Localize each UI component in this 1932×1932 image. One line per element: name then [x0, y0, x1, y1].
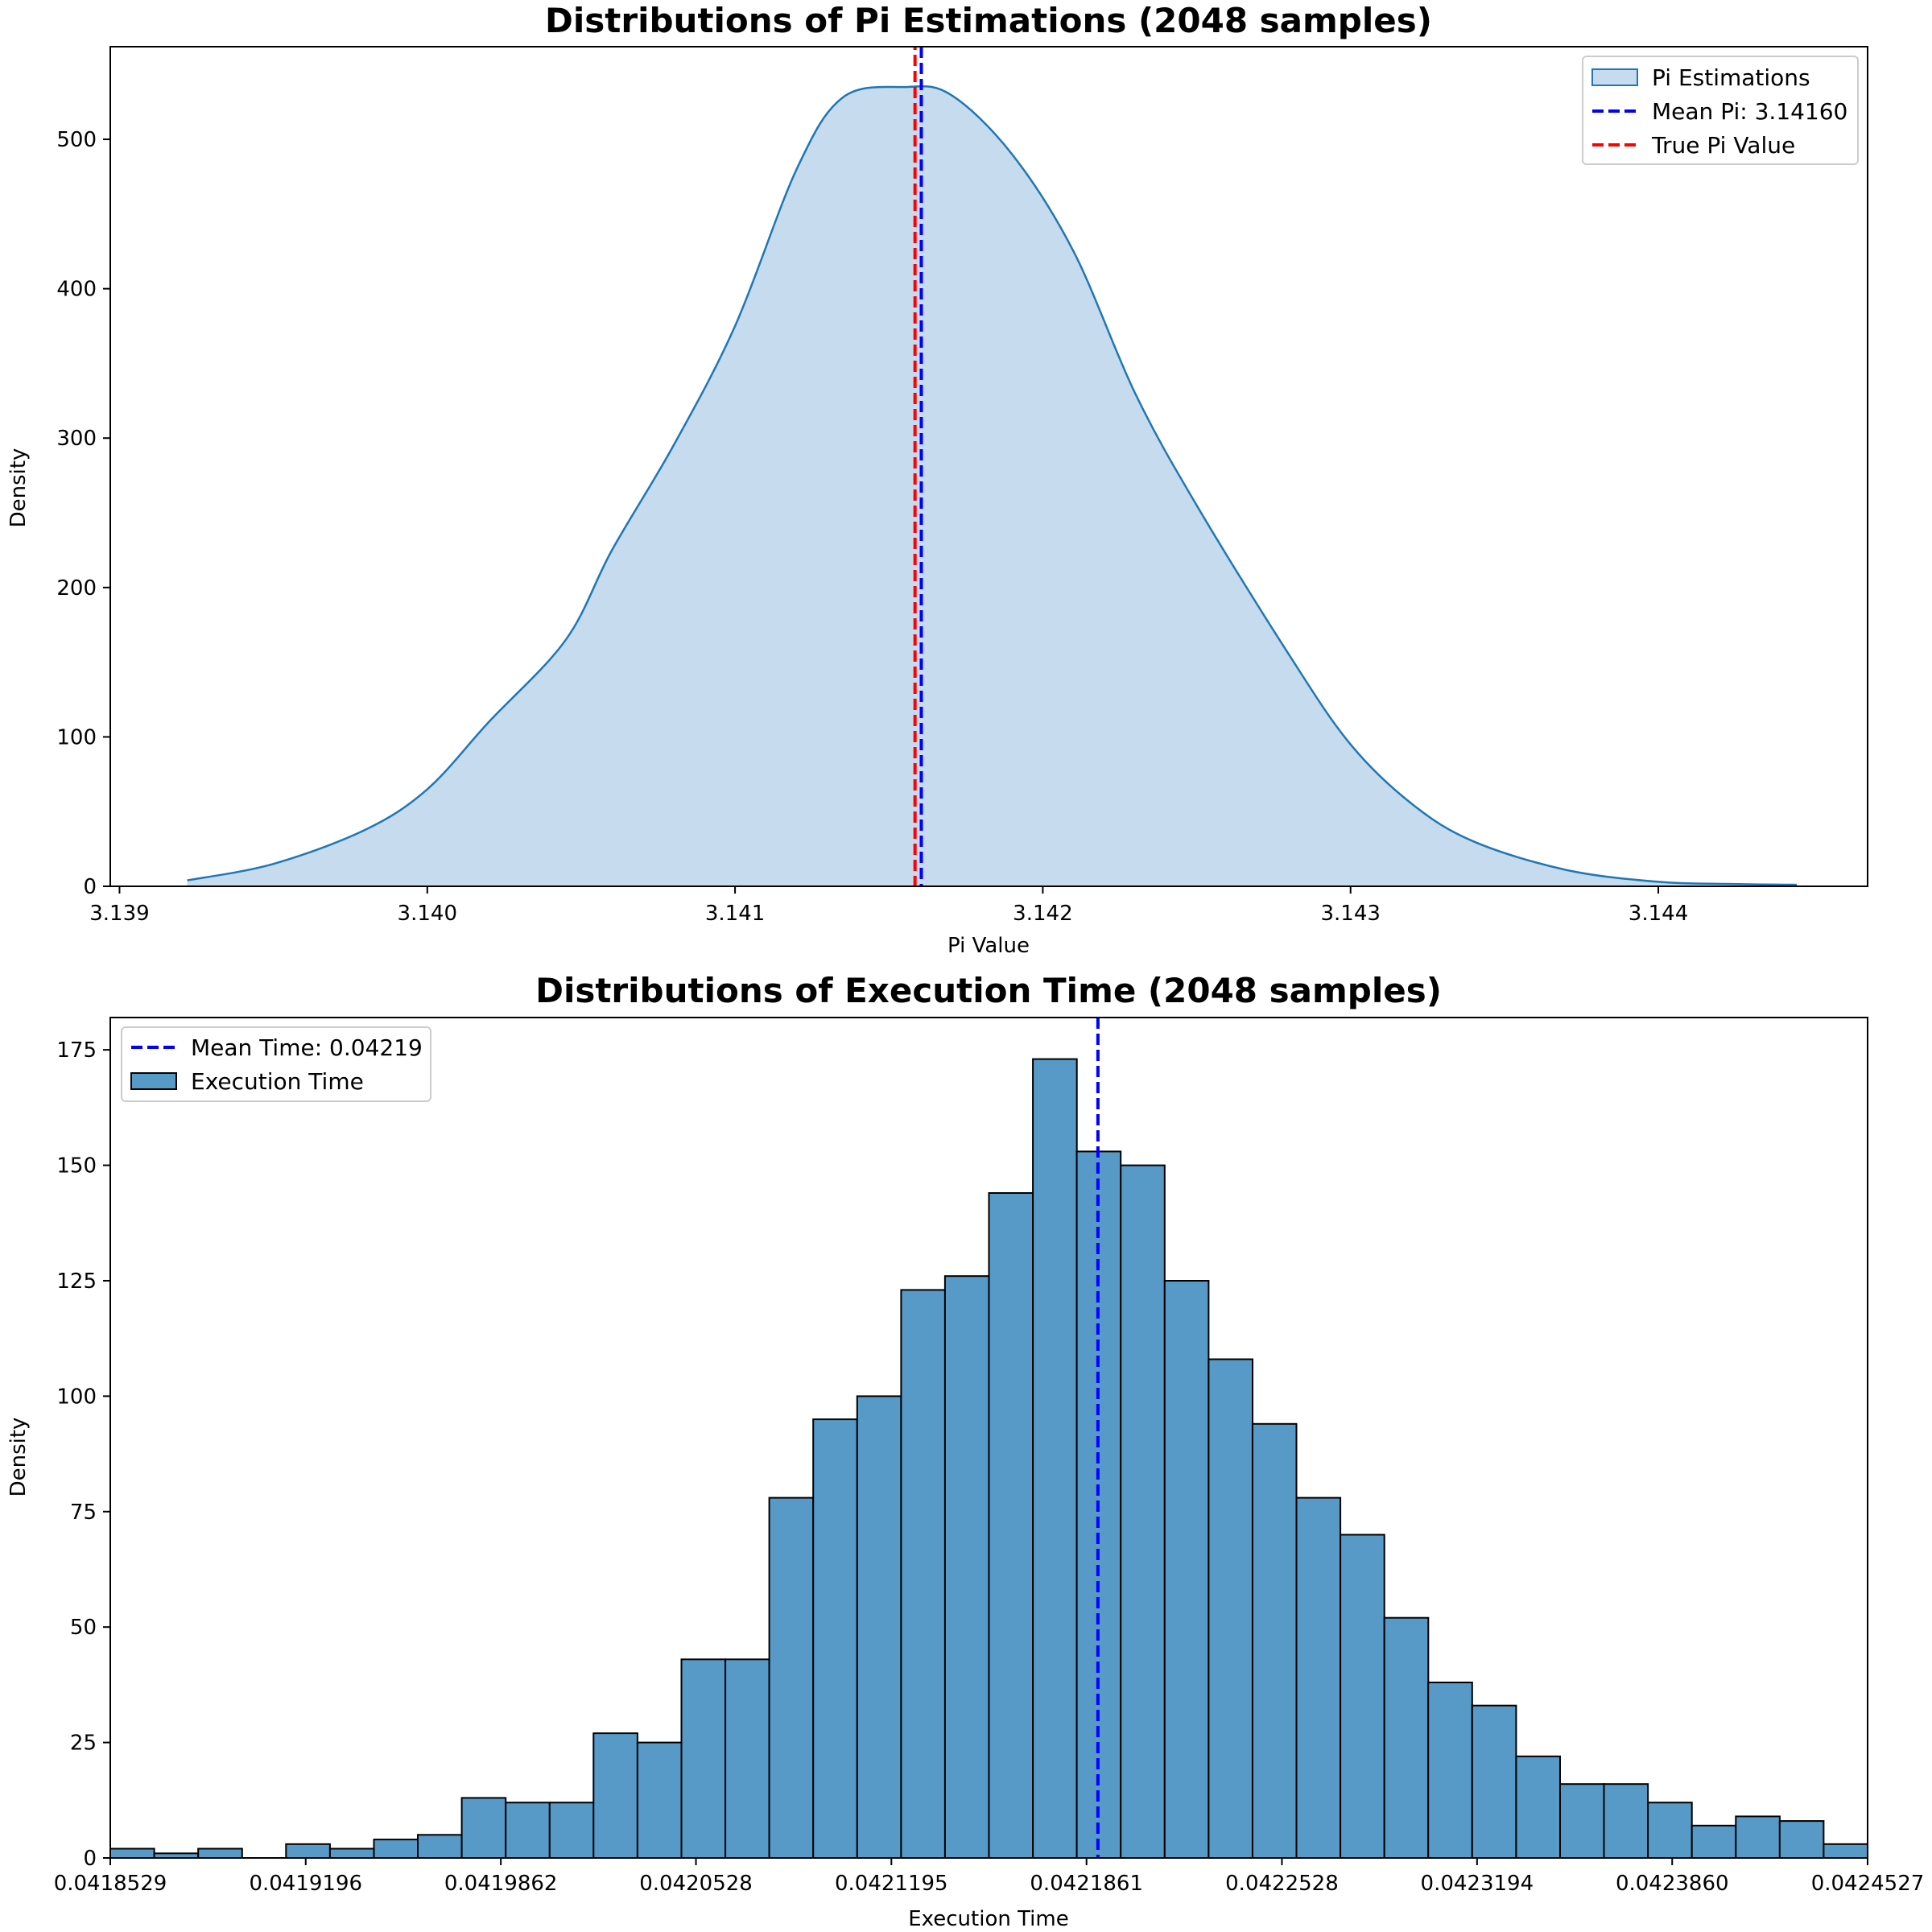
histogram-bar — [109, 1847, 155, 1859]
histogram-bars — [109, 1058, 1868, 1860]
histogram-bar — [1690, 1824, 1737, 1860]
histogram-bar — [1163, 1280, 1210, 1859]
histogram-bar — [328, 1847, 375, 1859]
chart2-xtick-label: 0.0420528 — [639, 1872, 753, 1896]
histogram-bar — [1120, 1164, 1166, 1859]
chart2-ytick-label: 125 — [56, 1269, 97, 1294]
chart1-xtick-label: 3.139 — [89, 902, 149, 926]
histogram-bar — [812, 1418, 858, 1859]
histogram-bar — [1208, 1358, 1254, 1859]
chart2-ytick-label: 150 — [56, 1154, 97, 1179]
chart2-legend-swatch-patch — [130, 1072, 177, 1090]
chart2-title: Distributions of Execution Time (2048 sa… — [535, 971, 1442, 1010]
chart2-axes-frame — [109, 1017, 1868, 1859]
chart2-xtick-label: 0.0419862 — [444, 1872, 558, 1896]
chart1-xtick-label: 3.142 — [1013, 902, 1072, 926]
chart1-title: Distributions of Pi Estimations (2048 sa… — [545, 1, 1432, 40]
chart1-legend-label: True Pi Value — [1651, 132, 1795, 159]
chart2-xtick-label: 0.0423194 — [1421, 1872, 1534, 1896]
chart2-ytick-label: 100 — [56, 1385, 97, 1409]
chart1-ytick-label: 200 — [56, 576, 97, 601]
histogram-bar — [1295, 1496, 1342, 1859]
chart2-xtick-label: 0.0422528 — [1225, 1872, 1339, 1896]
chart2-xtick-label: 0.0418529 — [54, 1872, 167, 1896]
chart2-ytick-label: 50 — [70, 1616, 97, 1640]
chart1-xtick-label: 3.140 — [398, 902, 457, 926]
histogram-bar — [768, 1496, 815, 1859]
chart1-legend-label: Pi Estimations — [1652, 64, 1810, 91]
chart2-xtick-label: 0.0423860 — [1616, 1872, 1729, 1896]
histogram-bar — [373, 1839, 419, 1860]
chart2-xtick-label: 0.0424527 — [1811, 1872, 1925, 1896]
chart2-ytick-label: 0 — [83, 1847, 97, 1871]
chart2-ytick-label: 25 — [70, 1732, 97, 1756]
histogram-bar — [592, 1732, 638, 1860]
histogram-bar — [460, 1797, 507, 1859]
histogram-bar — [285, 1843, 331, 1860]
histogram-bar — [680, 1658, 727, 1860]
chart1-ylabel: Density — [6, 448, 31, 528]
histogram-bar — [943, 1275, 990, 1859]
histogram-bar — [1559, 1783, 1605, 1859]
pi-estimations-chart: Distributions of Pi Estimations (2048 sa… — [6, 1, 1868, 958]
chart1-ytick-label: 500 — [56, 128, 97, 152]
histogram-bar — [1383, 1616, 1430, 1859]
histogram-bar — [197, 1847, 243, 1859]
chart2-legend-box — [121, 1026, 431, 1102]
chart2-xtick-label: 0.0421195 — [835, 1872, 948, 1896]
chart1-xlabel: Pi Value — [947, 934, 1030, 958]
histogram-bar — [1735, 1815, 1781, 1859]
chart2-legend-label: Execution Time — [191, 1068, 364, 1095]
histogram-bar — [988, 1192, 1034, 1859]
chart1-legend: Pi Estimations Mean Pi: 3.14160 True Pi Va… — [1582, 56, 1859, 165]
chart1-ytick-label: 300 — [56, 427, 97, 451]
chart2-ytick-label: 75 — [70, 1501, 97, 1525]
histogram-bar — [1251, 1422, 1298, 1860]
chart2-xtick-label: 0.0421861 — [1030, 1872, 1143, 1896]
chart1-xtick-label: 3.144 — [1629, 902, 1688, 926]
histogram-bar — [417, 1834, 463, 1860]
chart2-ytick-label: 175 — [56, 1038, 97, 1063]
histogram-bar — [1823, 1843, 1868, 1860]
histogram-bar — [856, 1395, 902, 1859]
chart1-legend-box — [1582, 56, 1859, 165]
chart1-ytick-label: 400 — [56, 278, 97, 302]
histogram-bar — [724, 1658, 770, 1860]
chart1-ytick-label: 100 — [56, 725, 97, 749]
histogram-bar — [548, 1802, 595, 1859]
histogram-bar — [1471, 1704, 1517, 1859]
chart1-ytick-label: 0 — [83, 875, 97, 899]
chart1-xtick-label: 3.143 — [1320, 902, 1380, 926]
chart1-legend-label: Mean Pi: 3.14160 — [1652, 98, 1847, 125]
chart2-legend: Mean Time: 0.04219 Execution Time — [121, 1026, 431, 1102]
execution-time-chart: Distributions of Execution Time (2048 sa… — [6, 971, 1924, 1931]
kde-curve-line — [187, 85, 1798, 886]
chart2-legend-label: Mean Time: 0.04219 — [191, 1034, 423, 1061]
chart1-legend-swatch-patch — [1591, 68, 1638, 86]
chart2-xtick-label: 0.0419196 — [249, 1872, 362, 1896]
kde-fill-area — [187, 86, 1798, 887]
histogram-bar — [505, 1802, 551, 1859]
histogram-bar — [1778, 1820, 1825, 1860]
histogram-bar — [1340, 1534, 1385, 1859]
histogram-bar — [1427, 1682, 1473, 1859]
chart1-xtick-label: 3.141 — [705, 902, 765, 926]
histogram-bar — [1647, 1802, 1693, 1859]
histogram-bar — [636, 1741, 683, 1860]
histogram-bar — [1603, 1783, 1649, 1859]
chart1-axes-frame — [109, 46, 1868, 887]
chart2-ylabel: Density — [6, 1418, 31, 1497]
chart2-xlabel: Execution Time — [908, 1907, 1068, 1931]
histogram-bar — [1032, 1058, 1078, 1859]
histogram-bar — [1515, 1755, 1562, 1860]
histogram-bar — [900, 1289, 947, 1859]
